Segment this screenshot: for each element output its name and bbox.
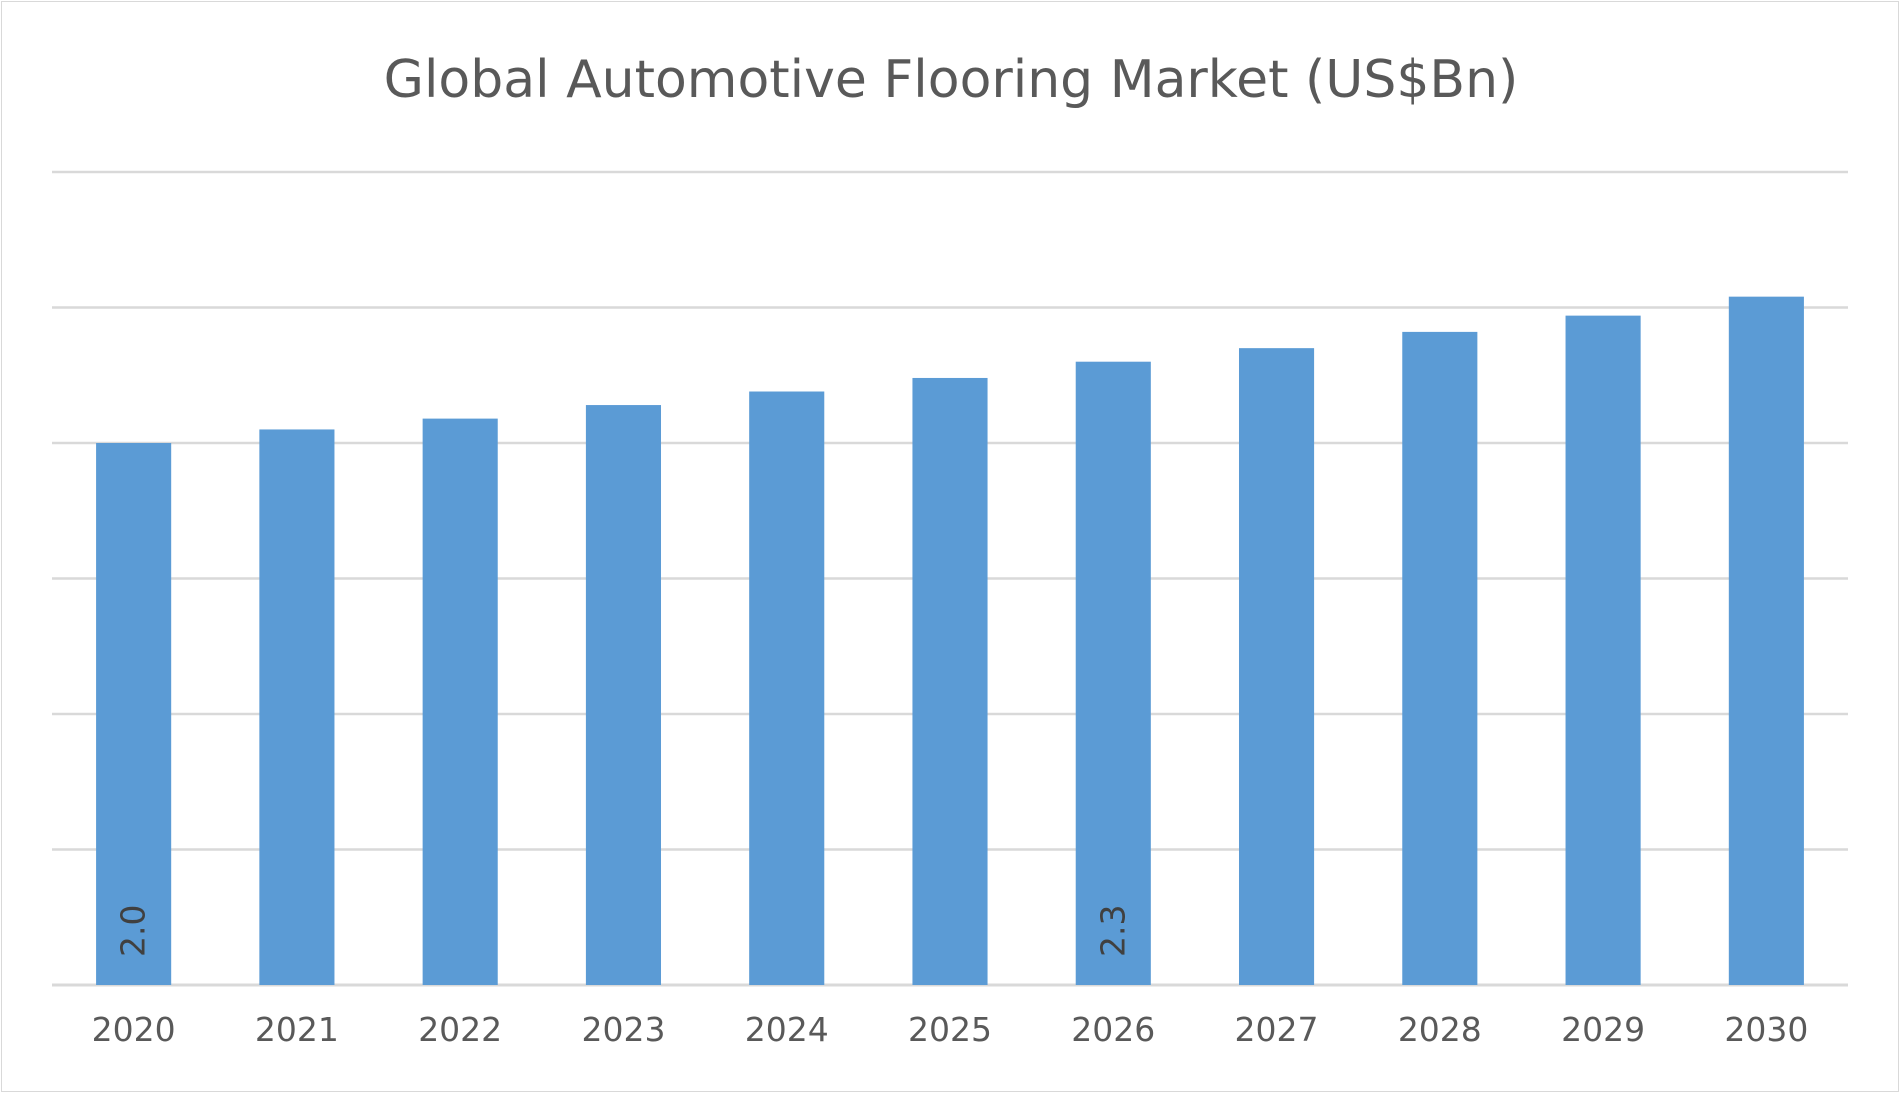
bar-2021 xyxy=(259,429,335,985)
x-tick-label-2021: 2021 xyxy=(255,1010,339,1049)
x-tick-label-2025: 2025 xyxy=(908,1010,992,1049)
bar-2026 xyxy=(1075,361,1151,985)
x-tick-label-2024: 2024 xyxy=(745,1010,829,1049)
x-tick-label-2030: 2030 xyxy=(1724,1010,1808,1049)
data-label-2020: 2.0 xyxy=(114,905,153,957)
x-tick-label-2022: 2022 xyxy=(418,1010,502,1049)
data-label-2026: 2.3 xyxy=(1093,905,1132,957)
bars xyxy=(96,296,1804,986)
x-tick-label-2023: 2023 xyxy=(581,1010,665,1049)
bar-2027 xyxy=(1238,348,1315,985)
x-tick-label-2029: 2029 xyxy=(1561,1010,1645,1049)
x-tick-label-2026: 2026 xyxy=(1071,1010,1155,1049)
x-axis-tick-labels: 2020 2021 2022 2023 2024 2025 2026 2027 2028 2029… xyxy=(92,1010,1809,1049)
bar-2020 xyxy=(96,443,172,985)
bar-2025 xyxy=(912,377,988,986)
bar-2028 xyxy=(1402,331,1478,985)
x-tick-label-2027: 2027 xyxy=(1235,1010,1319,1049)
bar-2022 xyxy=(422,418,498,985)
data-labels: 2.0 2.3 xyxy=(114,905,1133,957)
x-tick-label-2020: 2020 xyxy=(92,1010,176,1049)
bar-2024 xyxy=(749,391,825,985)
bar-2023 xyxy=(585,405,662,985)
x-tick-label-2028: 2028 xyxy=(1398,1010,1482,1049)
bar-2029 xyxy=(1565,315,1641,985)
chart-title: Global Automotive Flooring Market (US$Bn… xyxy=(384,50,1519,110)
bar-2030 xyxy=(1728,296,1804,985)
